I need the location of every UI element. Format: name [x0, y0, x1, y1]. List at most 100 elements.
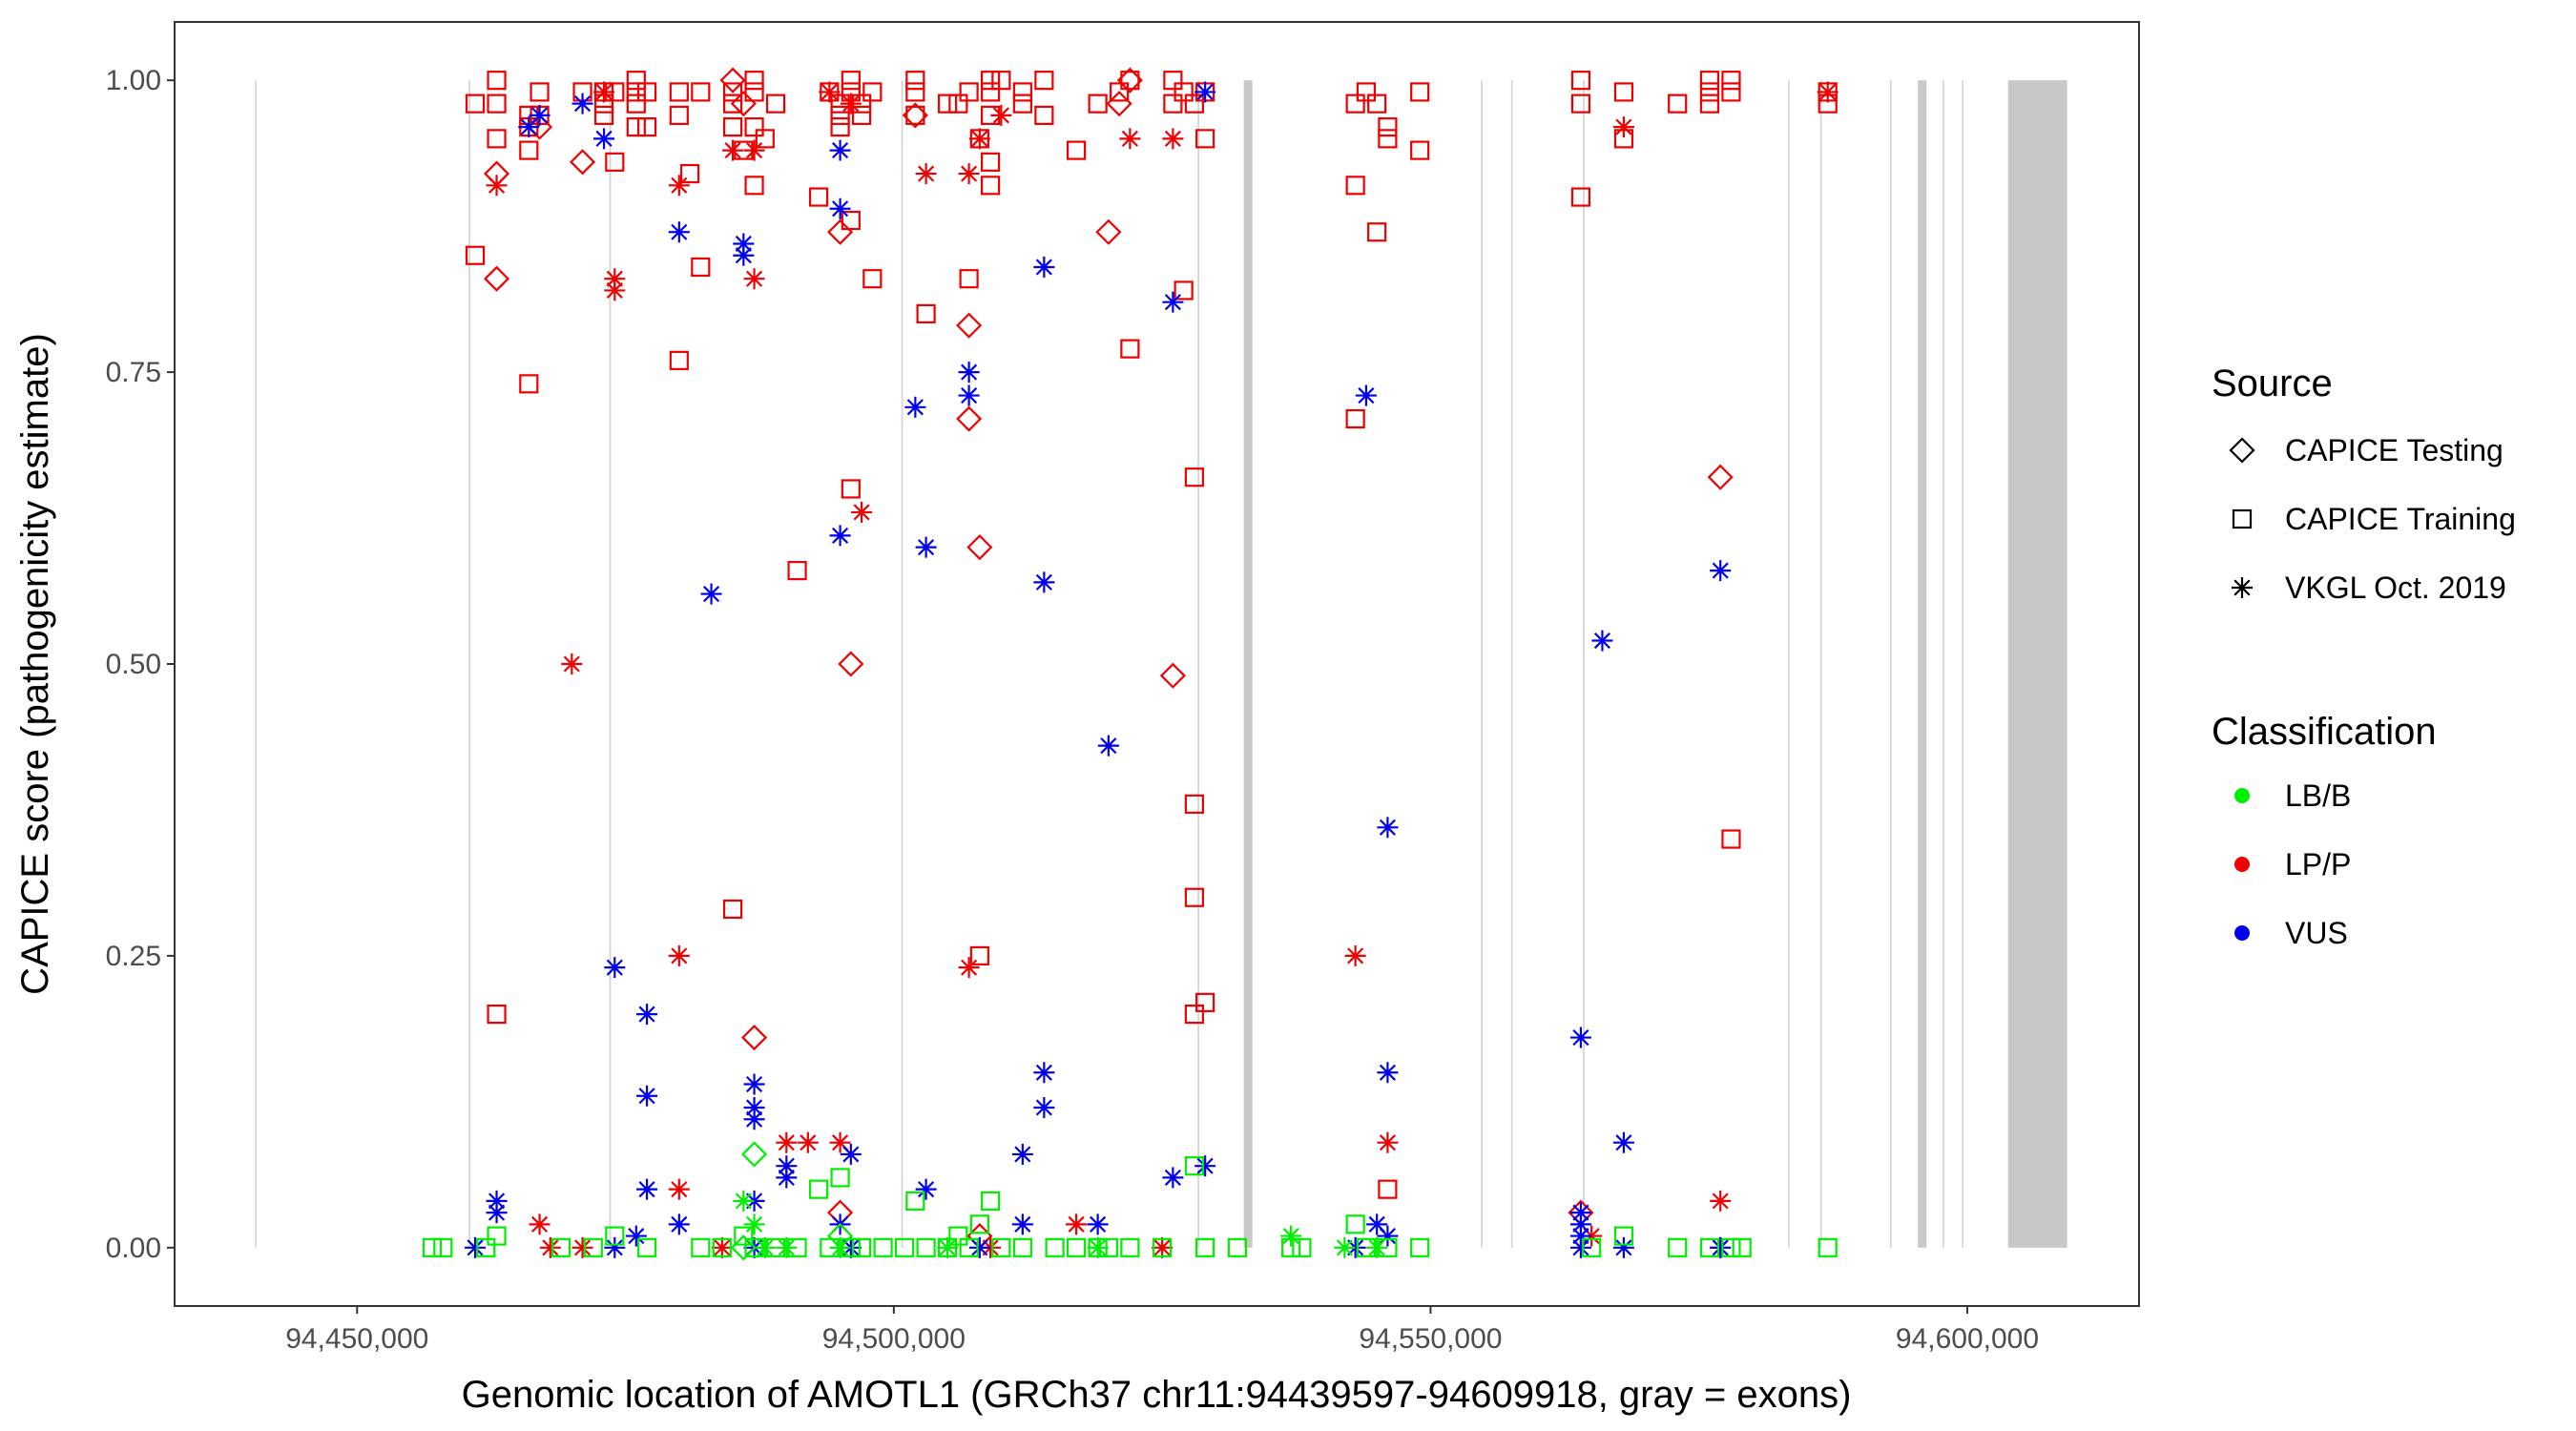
- data-point: [968, 128, 990, 150]
- data-point: [1227, 1237, 1247, 1257]
- data-point: [1721, 829, 1741, 849]
- data-point: [829, 139, 851, 161]
- data-point: [808, 187, 829, 207]
- legend-class-key: [2234, 857, 2250, 872]
- x-tick-label: 94,550,000: [1359, 1323, 1502, 1355]
- data-point: [862, 82, 883, 102]
- data-point: [1184, 1156, 1204, 1176]
- data-point: [1378, 117, 1398, 137]
- data-point: [1066, 1213, 1088, 1235]
- data-point: [626, 71, 646, 91]
- data-point: [969, 945, 989, 966]
- data-point: [840, 1143, 862, 1165]
- data-point: [1120, 71, 1140, 91]
- legend-source-label: VKGL Oct. 2019: [2285, 570, 2506, 605]
- data-point: [969, 1214, 989, 1234]
- data-point: [862, 269, 883, 289]
- data-point: [1612, 116, 1634, 138]
- data-point: [981, 176, 1001, 196]
- data-point: [1699, 71, 1720, 91]
- data-point: [1174, 82, 1194, 102]
- data-point: [841, 210, 861, 231]
- data-point: [1355, 384, 1377, 406]
- data-point: [776, 1236, 798, 1258]
- data-point: [905, 82, 925, 102]
- data-point: [465, 93, 486, 114]
- data-point: [1033, 256, 1055, 278]
- x-tick-label: 94,600,000: [1896, 1323, 2039, 1355]
- data-point: [873, 1237, 893, 1257]
- exon-band: [1481, 80, 1483, 1248]
- data-point: [1159, 662, 1186, 689]
- data-point: [1033, 1062, 1055, 1084]
- data-point: [959, 269, 979, 289]
- data-point: [797, 1131, 819, 1153]
- exon-bands: [255, 80, 2067, 1248]
- data-point: [571, 93, 593, 114]
- data-point: [776, 1167, 798, 1189]
- data-point: [1162, 128, 1184, 150]
- data-point: [830, 105, 850, 125]
- data-point: [1184, 794, 1204, 814]
- x-axis-title: Genomic location of AMOTL1 (GRCh37 chr11…: [462, 1374, 1852, 1416]
- legend-source-label: CAPICE Testing: [2285, 433, 2503, 467]
- data-point: [691, 1237, 711, 1257]
- data-point: [519, 374, 539, 394]
- data-point: [1817, 81, 1839, 103]
- data-point: [605, 1226, 625, 1246]
- data-point: [1818, 1237, 1838, 1257]
- data-point: [956, 312, 983, 339]
- data-point: [1721, 1237, 1741, 1257]
- data-point: [991, 1237, 1011, 1257]
- data-point: [990, 104, 1012, 126]
- data-point: [668, 221, 690, 243]
- data-point: [519, 140, 539, 160]
- data-point: [722, 899, 743, 920]
- data-point: [669, 82, 689, 102]
- data-point: [1569, 1236, 1591, 1258]
- data-point: [841, 71, 861, 91]
- data-point: [1591, 630, 1613, 652]
- data-point: [1570, 71, 1591, 91]
- legend-source-key: [2232, 577, 2253, 598]
- data-point: [916, 1237, 936, 1257]
- data-point: [840, 93, 862, 114]
- data-point: [1034, 105, 1054, 125]
- data-point: [465, 245, 486, 265]
- data-point: [605, 152, 625, 172]
- data-point: [841, 479, 861, 499]
- data-point: [1195, 1155, 1216, 1177]
- data-point: [744, 176, 764, 196]
- data-point: [487, 93, 507, 114]
- data-point: [981, 1191, 1001, 1211]
- data-point: [1334, 1236, 1356, 1258]
- data-point: [754, 1236, 776, 1258]
- data-point: [956, 405, 983, 432]
- data-point: [486, 1190, 508, 1212]
- exon-band: [1889, 80, 1892, 1248]
- data-point: [741, 1141, 768, 1168]
- legend-class-label: VUS: [2285, 916, 2348, 950]
- data-point: [838, 651, 864, 677]
- data-point: [1292, 1237, 1312, 1257]
- data-point: [743, 1109, 765, 1130]
- data-point: [569, 149, 596, 176]
- exon-band: [1918, 80, 1927, 1248]
- data-point: [851, 501, 873, 523]
- data-point: [819, 81, 841, 103]
- data-point: [915, 1178, 937, 1200]
- data-point: [487, 129, 507, 149]
- data-point: [1613, 82, 1634, 102]
- y-tick-label: 0.75: [106, 357, 161, 388]
- data-point: [1356, 82, 1377, 102]
- data-point: [1377, 1062, 1399, 1084]
- exon-band: [609, 80, 612, 1248]
- data-point: [948, 1226, 968, 1246]
- data-point: [905, 1191, 925, 1211]
- data-point: [487, 1004, 507, 1025]
- data-point: [744, 82, 764, 102]
- data-point: [1184, 1004, 1204, 1025]
- legend-classification-title: Classification: [2212, 711, 2437, 753]
- data-point: [1668, 1237, 1688, 1257]
